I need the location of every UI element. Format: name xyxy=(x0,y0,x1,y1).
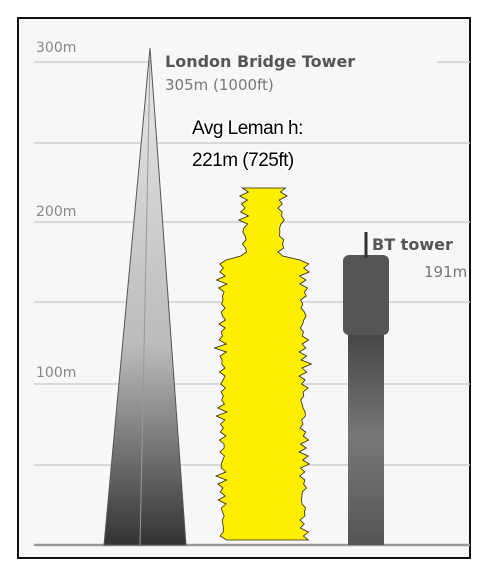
tower-name: London Bridge Tower xyxy=(165,52,355,71)
axis-label: 300m xyxy=(36,40,76,56)
axis-label: 200m xyxy=(36,204,76,220)
tower-height: 191m xyxy=(424,263,467,281)
leman-label: Avg Leman h: xyxy=(192,118,303,139)
axis-label: 100m xyxy=(36,365,76,381)
bt-tower-shaft xyxy=(348,330,384,545)
bt-tower-head xyxy=(343,255,389,335)
tower-name: BT tower xyxy=(372,235,453,254)
leman-height: 221m (725ft) xyxy=(192,150,294,171)
leman-shape xyxy=(213,187,313,541)
shard-edge xyxy=(139,59,151,546)
tower-height: 305m (1000ft) xyxy=(165,76,274,94)
